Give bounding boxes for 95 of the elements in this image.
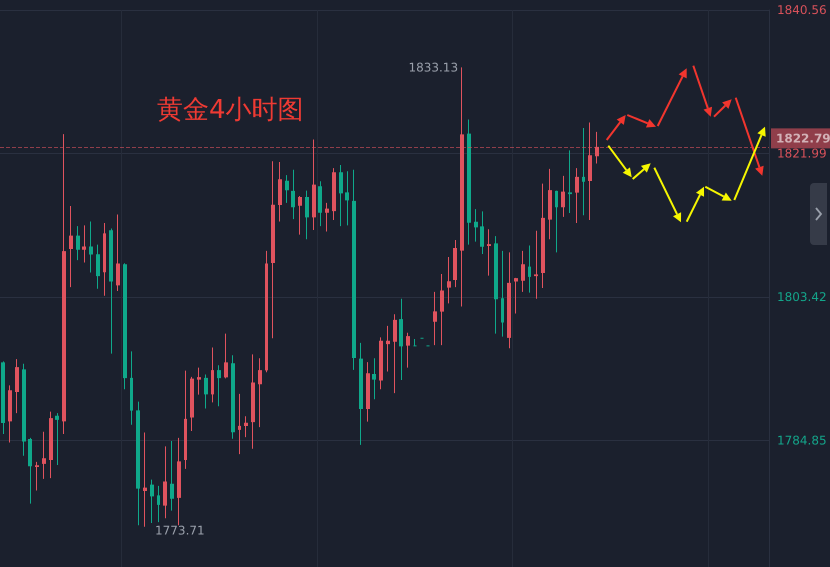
candlestick: [15, 358, 19, 414]
candlestick: [28, 437, 32, 504]
candlestick: [130, 350, 133, 426]
candlestick: [1, 360, 5, 435]
candlestick: [89, 220, 93, 273]
candlestick: [62, 134, 66, 435]
candlestick: [339, 164, 343, 227]
candlestick: [480, 210, 484, 254]
candlestick: [109, 228, 113, 354]
candlestick: [332, 168, 336, 220]
candlestick: [96, 244, 100, 290]
candlestick: [507, 252, 511, 349]
candlestick: [278, 161, 282, 222]
candlestick: [325, 202, 329, 232]
candlestick: [595, 131, 599, 164]
candlestick: [501, 250, 504, 338]
candlestick: [258, 358, 262, 428]
candlestick: [271, 160, 275, 339]
candlestick: [224, 333, 228, 379]
candlestick: [521, 250, 525, 292]
candlestick: [184, 370, 187, 470]
candlestick: [474, 208, 478, 242]
candlestick: [399, 298, 403, 380]
candlestick: [487, 228, 491, 276]
y-tick-label: 1821.99: [777, 146, 827, 161]
candlestick: [163, 446, 167, 519]
candlestick: [345, 170, 349, 226]
candlestick: [318, 180, 322, 227]
candlestick: [494, 236, 498, 334]
candlestick: [386, 325, 390, 372]
candlestick: [582, 127, 585, 216]
candlestick: [69, 206, 73, 288]
candlestick: [460, 66, 464, 308]
candlestick: [251, 354, 255, 450]
candlestick: [265, 250, 268, 373]
candlestick: [204, 374, 208, 410]
candlestick: [534, 230, 538, 300]
candlestick: [528, 244, 531, 294]
candlestick: [231, 354, 235, 440]
candlestick: [123, 262, 127, 390]
candlestick: [366, 362, 370, 422]
candlestick: [413, 338, 417, 346]
candlestick: [22, 363, 26, 456]
candlestick: [393, 314, 397, 394]
candlestick: [103, 222, 106, 296]
y-tick-label: 1784.85: [777, 434, 827, 448]
candlestick: [55, 412, 59, 466]
annotation: 1773.71: [155, 524, 205, 538]
annotation: 1833.13: [408, 60, 458, 74]
candlestick: [211, 346, 214, 403]
candlestick: [177, 437, 181, 526]
candlestick: [555, 190, 558, 253]
ref-line-label: 1822.79: [776, 131, 830, 146]
candlestick: [190, 376, 194, 432]
candlestick: [157, 485, 160, 523]
candlestick: [575, 168, 579, 224]
candlestick: [143, 432, 147, 528]
candlestick: [82, 224, 86, 263]
candlestick: [298, 195, 302, 236]
candlestick: [305, 190, 309, 240]
candlestick: [76, 226, 80, 261]
candlestick: [447, 256, 451, 304]
candlestick: [372, 358, 376, 400]
candlestick: [35, 461, 39, 491]
candlestick: [568, 150, 572, 214]
candlestick: [561, 175, 565, 218]
candlestick: [238, 393, 241, 455]
candlestick: [217, 364, 221, 407]
candlestick: [291, 169, 295, 220]
candlestick: [588, 122, 592, 220]
candlestick: [136, 401, 140, 526]
candlestick: [433, 291, 437, 346]
candlestick: [116, 214, 120, 292]
candlestick: [440, 274, 444, 346]
candlestick: [514, 277, 518, 314]
candlestick: [312, 139, 316, 230]
candlestick: [548, 168, 552, 240]
y-tick-label: 1803.42: [777, 290, 827, 304]
candlestick: [467, 118, 471, 246]
candlestick: [170, 440, 174, 512]
y-tick-label: 1840.56: [777, 3, 827, 17]
candlestick: [406, 332, 410, 368]
candlestick: [285, 174, 289, 204]
text: 黄金4小时图: [157, 95, 304, 125]
candlestick: [379, 336, 383, 390]
candlestick: [49, 411, 53, 479]
candlestick: [244, 416, 248, 438]
candlestick: [359, 342, 363, 446]
candlestick: [453, 240, 457, 288]
candlestick: [150, 479, 154, 524]
candlestick: [541, 183, 545, 288]
candlestick: [8, 384, 12, 444]
candlestick: [352, 169, 356, 370]
candlestick: [42, 431, 46, 480]
candlestick: [197, 367, 201, 396]
